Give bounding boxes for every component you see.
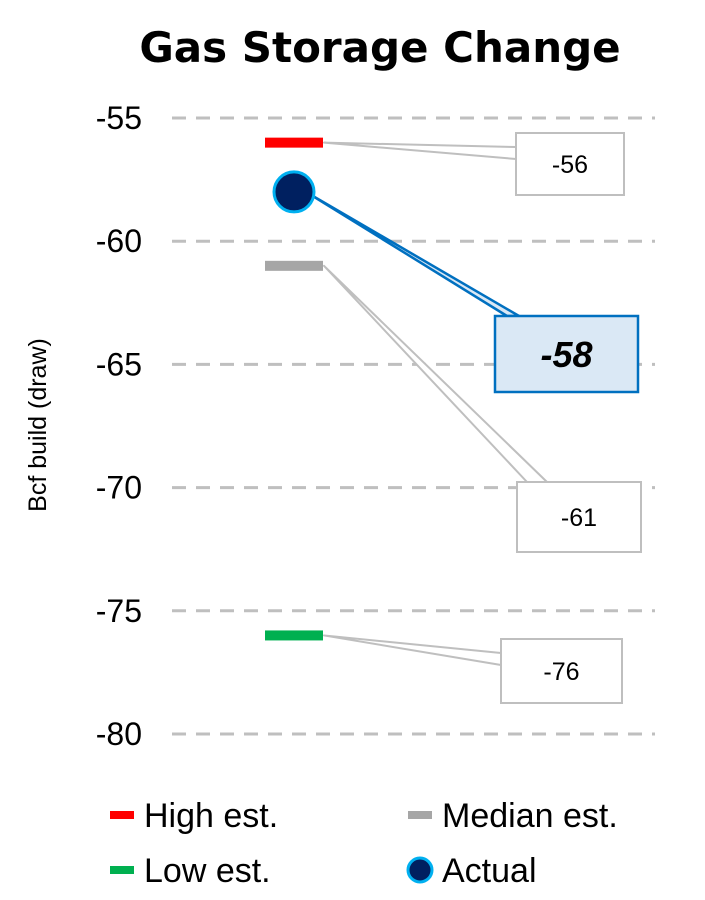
y-tick-label: -70 (96, 470, 142, 506)
data-label: -58 (540, 334, 592, 375)
y-tick-label: -75 (96, 593, 142, 629)
data-marks (265, 137, 323, 641)
callout-leader (323, 141, 517, 160)
callout-leader (304, 190, 521, 318)
callout-box (493, 314, 640, 394)
y-axis-label: Bcf build (draw) (24, 338, 52, 512)
high-est-marker (265, 137, 323, 148)
callout-labels: -56 -61 -76 -58 (493, 132, 642, 704)
callout-box (500, 638, 623, 704)
y-tick-label: -65 (96, 346, 142, 382)
data-label: -56 (552, 151, 588, 179)
legend-swatch (110, 866, 134, 874)
legend-label: Median est. (442, 797, 618, 835)
callout-leader (323, 634, 502, 666)
data-label: -61 (561, 504, 597, 532)
legend-swatch (110, 811, 134, 819)
callout-box (515, 132, 625, 196)
y-axis-tick-labels: -55 -60 -65 -70 -75 -80 (96, 100, 142, 752)
chart-title: Gas Storage Change (139, 23, 620, 72)
legend-label: Actual (442, 852, 537, 890)
y-tick-label: -80 (96, 716, 142, 752)
actual-point (272, 170, 316, 214)
callout-box (516, 481, 642, 553)
low-est-marker (265, 630, 323, 641)
callout-leaders (304, 141, 548, 666)
legend-label: High est. (144, 797, 278, 835)
legend: High est. Median est. Low est. Actual (110, 797, 618, 890)
data-label: -76 (543, 658, 579, 686)
legend-swatch (408, 811, 432, 819)
median-est-marker (265, 260, 323, 271)
gridlines (172, 116, 655, 736)
y-tick-label: -60 (96, 223, 142, 259)
y-tick-label: -55 (96, 100, 142, 136)
legend-swatch-actual (406, 856, 434, 884)
legend-label: Low est. (144, 852, 271, 890)
